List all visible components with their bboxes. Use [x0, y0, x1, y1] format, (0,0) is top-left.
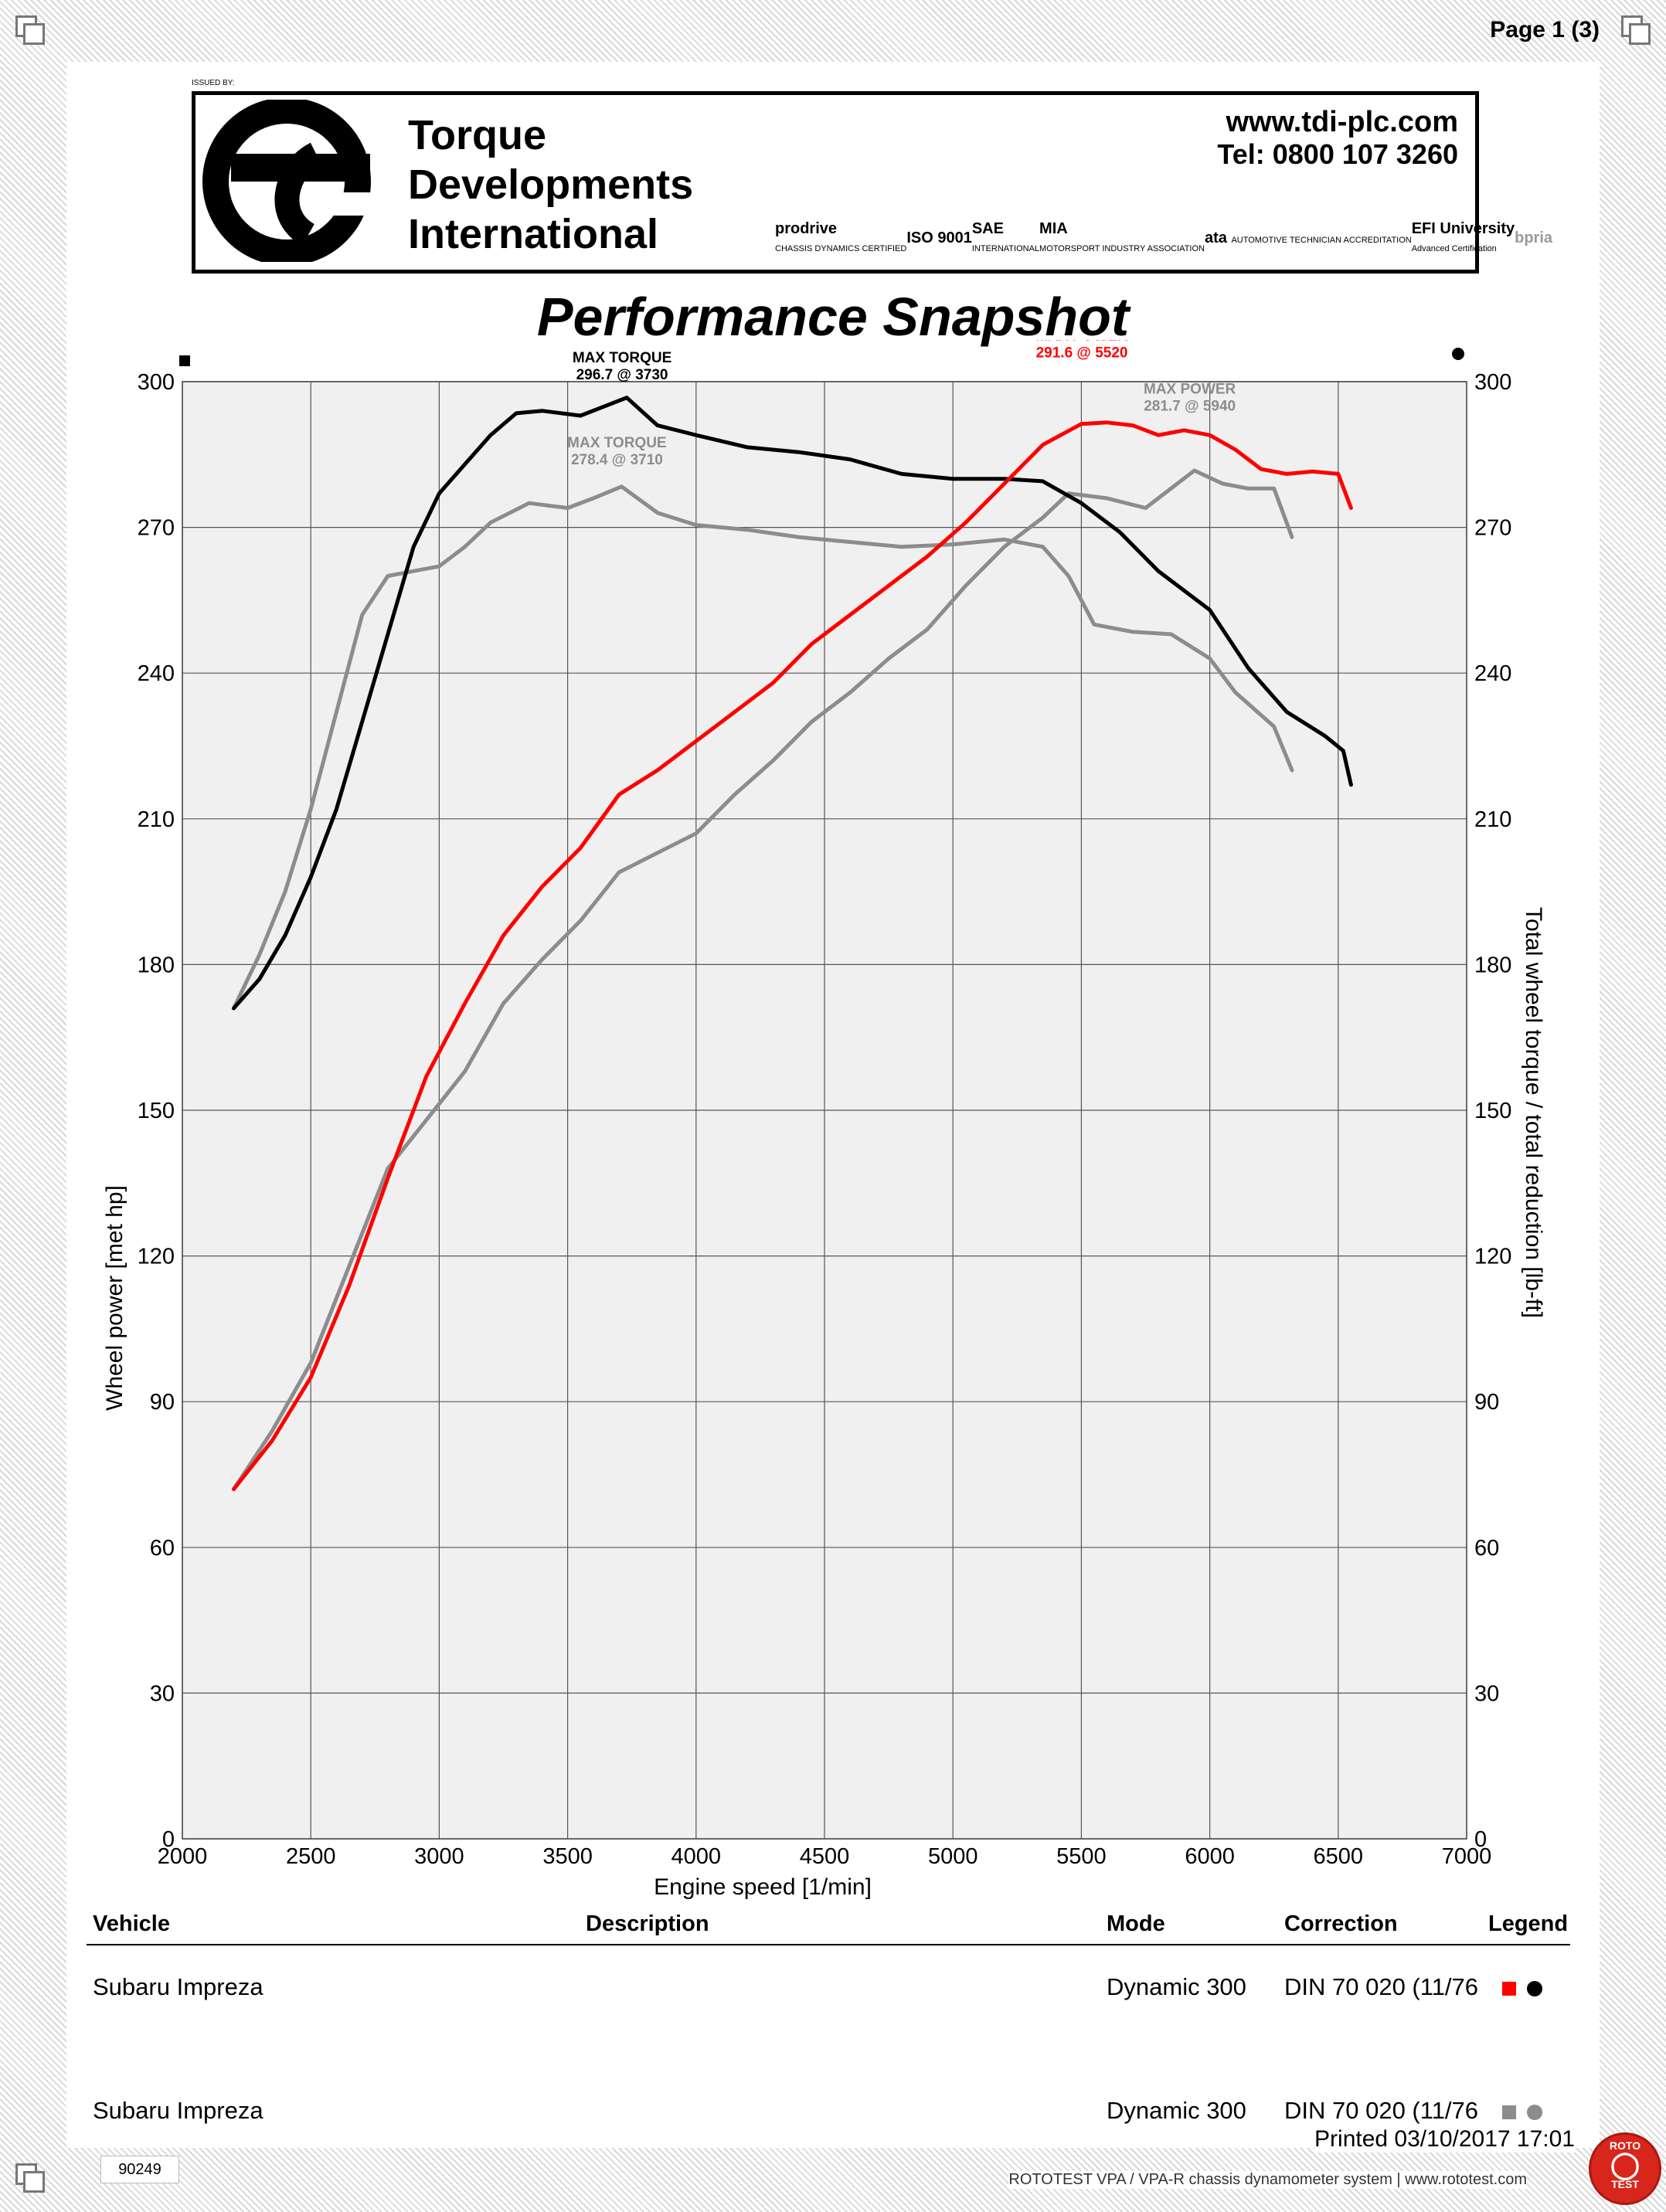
issued-by-label: ISSUED BY:	[192, 79, 235, 87]
y2-tick-label: 270	[1474, 516, 1511, 541]
row-mode: Dynamic 300	[1107, 2097, 1246, 2124]
rototest-logo: ROTO ◯ TEST	[1589, 2132, 1661, 2205]
x-tick-label: 4000	[672, 1844, 722, 1869]
company-url[interactable]: www.tdi-plc.com	[1226, 106, 1459, 138]
legend-power-swatch-icon	[1502, 2105, 1516, 2119]
x-axis-label: Engine speed [1/min]	[654, 1874, 872, 1900]
y2-tick-label: 240	[1474, 661, 1511, 686]
right-axis-marker-icon	[1452, 348, 1464, 360]
page-title: Performance Snapshot	[536, 287, 1130, 347]
y2-tick-label: 300	[1474, 370, 1511, 395]
x-tick-label: 2000	[158, 1844, 208, 1869]
annotation-label: MAX TORQUE	[567, 435, 666, 451]
y2-tick-label: 120	[1474, 1245, 1511, 1269]
restore-icon[interactable]	[1621, 15, 1651, 45]
efi-logo: EFI University Advanced Certification	[1411, 220, 1515, 253]
y-tick-label: 150	[138, 1099, 175, 1123]
y-tick-label: 60	[150, 1536, 175, 1561]
row-mode: Dynamic 300	[1107, 1973, 1246, 2000]
annotation-value: 278.4 @ 3710	[571, 452, 663, 468]
sae-logo: SAE INTERNATIONAL	[971, 220, 1040, 253]
y-tick-label: 210	[138, 807, 175, 832]
y-tick-label: 90	[150, 1390, 175, 1415]
x-tick-label: 7000	[1442, 1844, 1492, 1869]
plot-border	[182, 381, 1467, 1840]
y-tick-label: 240	[138, 661, 175, 686]
rototest-mark-icon: ◯	[1610, 2150, 1640, 2180]
page-number: Page 1 (3)	[1490, 17, 1600, 42]
left-axis-marker-icon	[179, 355, 190, 366]
x-tick-label: 6500	[1314, 1844, 1364, 1869]
series-line	[232, 396, 1353, 1011]
legend-torque-dot-icon	[1527, 2105, 1542, 2120]
y-tick-label: 270	[138, 516, 175, 541]
y2-tick-label: 30	[1474, 1681, 1499, 1706]
y2-tick-label: 60	[1474, 1536, 1499, 1561]
col-header-vehicle: Vehicle	[93, 1911, 170, 1936]
report-id: 90249	[100, 2156, 179, 2183]
annotation-value: 296.7 @ 3730	[576, 367, 668, 383]
row-vehicle: Subaru Impreza	[93, 1973, 264, 2000]
legend-torque-dot-icon	[1527, 1981, 1542, 1996]
col-header-description: Description	[586, 1911, 709, 1936]
restore-icon[interactable]	[15, 15, 45, 45]
y-tick-label: 120	[138, 1245, 175, 1269]
x-tick-label: 5500	[1056, 1844, 1107, 1869]
row-correction: DIN 70 020 (11/76	[1284, 2097, 1479, 2124]
prodrive-logo: prodrive CHASSIS DYNAMICS CERTIFIED	[775, 220, 907, 253]
y2-tick-label: 0	[1474, 1827, 1487, 1852]
annotation-label: MAX POWER	[1035, 340, 1128, 345]
y-tick-label: 300	[138, 370, 175, 395]
annotation-value: 291.6 @ 5520	[1036, 345, 1128, 362]
y-tick-label: 0	[162, 1827, 175, 1852]
x-tick-label: 6000	[1185, 1844, 1235, 1869]
col-header-legend: Legend	[1488, 1911, 1569, 1936]
y-tick-label: 180	[138, 953, 175, 977]
y-tick-label: 30	[150, 1681, 175, 1706]
company-phone: Tel: 0800 107 3260	[1217, 138, 1458, 170]
series-line	[232, 420, 1353, 1491]
printed-timestamp: Printed 03/10/2017 17:01	[1314, 2126, 1575, 2153]
col-header-correction: Correction	[1284, 1911, 1398, 1936]
row-vehicle: Subaru Impreza	[93, 2097, 264, 2124]
y2-axis-label: Total wheel torque / total reduction [lb…	[1521, 907, 1546, 1318]
y2-tick-label: 90	[1474, 1390, 1499, 1415]
company-name: Torque Developments International	[408, 112, 694, 257]
y-axis-label: Wheel power [met hp]	[102, 1185, 128, 1411]
x-tick-label: 3500	[542, 1844, 593, 1869]
x-tick-label: 3000	[414, 1844, 464, 1869]
series-line	[232, 468, 1294, 1491]
x-tick-label: 2500	[286, 1844, 336, 1869]
ata-logo: ata AUTOMOTIVE TECHNICIAN ACCREDITATION	[1204, 229, 1412, 246]
x-tick-label: 5000	[928, 1844, 978, 1869]
accreditation-logos: prodrive CHASSIS DYNAMICS CERTIFIED ISO 9…	[775, 219, 1552, 257]
series-line	[232, 484, 1294, 1011]
bpria-logo: bpria	[1515, 229, 1553, 246]
x-tick-label: 4500	[800, 1844, 850, 1869]
legend-power-swatch-icon	[1502, 1982, 1516, 1996]
footer-system-text: ROTOTEST VPA / VPA-R chassis dynamometer…	[1008, 2171, 1527, 2189]
annotation-label: MAX POWER	[1144, 382, 1236, 398]
annotation-value: 281.7 @ 5940	[1144, 399, 1236, 415]
restore-icon[interactable]	[15, 2163, 45, 2193]
dyno-chart: 2000 2500 3000 3500 4000 4500 5000 5500 6000 6500…	[102, 340, 1546, 1900]
iso-logo: ISO 9001	[906, 229, 972, 246]
table-header-rule	[87, 1944, 1570, 1945]
y2-tick-label: 210	[1474, 807, 1511, 832]
issuer-banner: Torque Developments International www.td…	[192, 91, 1552, 274]
mia-logo: MIA MOTORSPORT INDUSTRY ASSOCIATION	[1039, 220, 1205, 253]
annotation-label: MAX TORQUE	[573, 350, 672, 366]
row-correction: DIN 70 020 (11/76	[1284, 1973, 1479, 2000]
tdi-logo-icon	[202, 100, 378, 262]
col-header-mode: Mode	[1107, 1911, 1165, 1936]
y2-tick-label: 180	[1474, 953, 1511, 977]
y2-tick-label: 150	[1474, 1099, 1511, 1123]
